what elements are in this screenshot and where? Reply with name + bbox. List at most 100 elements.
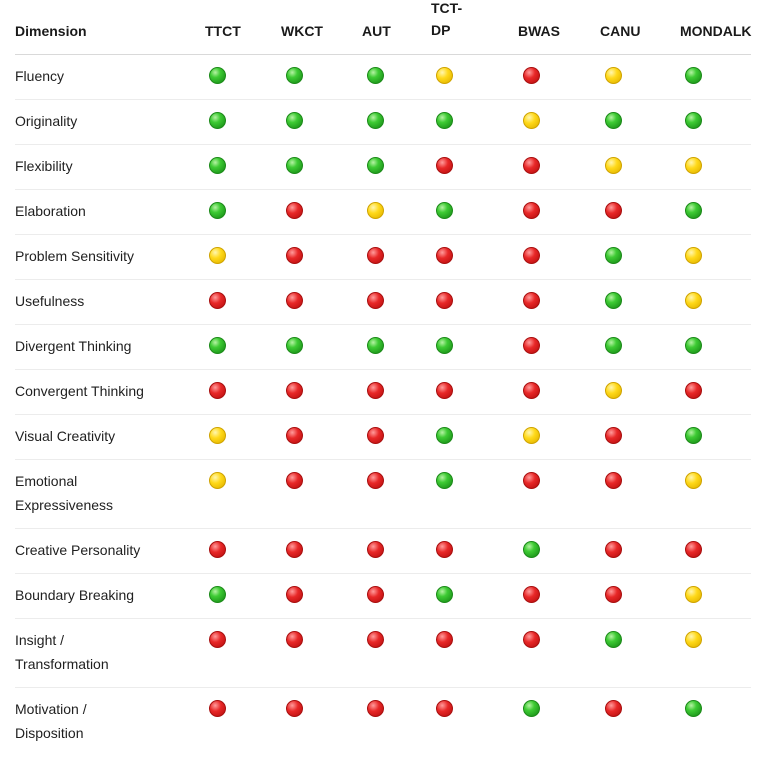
red-circle-icon — [286, 202, 303, 219]
green-circle-icon — [523, 700, 540, 717]
yellow-circle-icon — [209, 472, 226, 489]
green-circle-icon — [367, 337, 384, 354]
green-circle-icon — [685, 427, 702, 444]
header-column: WKCT — [281, 23, 323, 39]
red-circle-icon — [685, 541, 702, 558]
green-circle-icon — [209, 202, 226, 219]
table-row: Boundary Breaking — [15, 573, 751, 619]
green-circle-icon — [209, 586, 226, 603]
yellow-circle-icon — [209, 247, 226, 264]
yellow-circle-icon — [605, 157, 622, 174]
dimension-label: Originality — [15, 113, 78, 129]
header-column: TTCT — [205, 23, 241, 39]
red-circle-icon — [436, 247, 453, 264]
green-circle-icon — [605, 337, 622, 354]
yellow-circle-icon — [685, 631, 702, 648]
green-circle-icon — [209, 337, 226, 354]
dimension-label: Visual Creativity — [15, 428, 116, 444]
red-circle-icon — [209, 541, 226, 558]
red-circle-icon — [523, 337, 540, 354]
green-circle-icon — [685, 202, 702, 219]
red-circle-icon — [685, 382, 702, 399]
green-circle-icon — [523, 541, 540, 558]
green-circle-icon — [286, 112, 303, 129]
dimension-label: Creative Personality — [15, 542, 141, 558]
red-circle-icon — [286, 541, 303, 558]
red-circle-icon — [523, 67, 540, 84]
red-circle-icon — [523, 292, 540, 309]
green-circle-icon — [209, 112, 226, 129]
red-circle-icon — [523, 382, 540, 399]
green-circle-icon — [436, 472, 453, 489]
red-circle-icon — [286, 472, 303, 489]
green-circle-icon — [605, 292, 622, 309]
green-circle-icon — [286, 337, 303, 354]
red-circle-icon — [605, 586, 622, 603]
red-circle-icon — [367, 541, 384, 558]
dimension-label: Divergent Thinking — [15, 338, 132, 354]
table-row: Insight / Transformation — [15, 618, 751, 688]
yellow-circle-icon — [605, 382, 622, 399]
red-circle-icon — [367, 586, 384, 603]
header-dimension: Dimension — [15, 23, 87, 39]
red-circle-icon — [436, 292, 453, 309]
table-row: Emotional Expressiveness — [15, 459, 751, 529]
red-circle-icon — [523, 202, 540, 219]
table-row: Usefulness — [15, 279, 751, 325]
red-circle-icon — [523, 157, 540, 174]
header-column: BWAS — [518, 23, 560, 39]
green-circle-icon — [367, 157, 384, 174]
green-circle-icon — [685, 700, 702, 717]
dimension-label: Convergent Thinking — [15, 383, 144, 399]
dimension-label: Insight / Transformation — [15, 632, 109, 672]
dimension-label: Usefulness — [15, 293, 85, 309]
table-row: Divergent Thinking — [15, 324, 751, 370]
red-circle-icon — [209, 700, 226, 717]
yellow-circle-icon — [523, 112, 540, 129]
dimension-label: Flexibility — [15, 158, 73, 174]
table-row: Flexibility — [15, 144, 751, 190]
header-column: MONDALK — [680, 23, 752, 39]
red-circle-icon — [605, 472, 622, 489]
green-circle-icon — [286, 157, 303, 174]
header-column: CANU — [600, 23, 641, 39]
green-circle-icon — [209, 157, 226, 174]
yellow-circle-icon — [685, 586, 702, 603]
green-circle-icon — [605, 247, 622, 264]
dimension-label: Emotional Expressiveness — [15, 473, 114, 513]
table-row: Motivation / Disposition — [15, 687, 751, 756]
red-circle-icon — [286, 247, 303, 264]
dimension-label: Problem Sensitivity — [15, 248, 135, 264]
red-circle-icon — [286, 382, 303, 399]
red-circle-icon — [286, 631, 303, 648]
red-circle-icon — [436, 382, 453, 399]
green-circle-icon — [367, 112, 384, 129]
green-circle-icon — [436, 337, 453, 354]
red-circle-icon — [286, 427, 303, 444]
red-circle-icon — [286, 586, 303, 603]
table-row: Originality — [15, 99, 751, 145]
red-circle-icon — [436, 700, 453, 717]
yellow-circle-icon — [605, 67, 622, 84]
green-circle-icon — [605, 631, 622, 648]
table-header: Dimension TTCT WKCT AUT TCT- DP BWAS CANU MONDA… — [15, 0, 752, 55]
dimension-label: Fluency — [15, 68, 65, 84]
table-row: Elaboration — [15, 189, 751, 235]
red-circle-icon — [367, 700, 384, 717]
green-circle-icon — [436, 112, 453, 129]
green-circle-icon — [436, 586, 453, 603]
green-circle-icon — [685, 67, 702, 84]
yellow-circle-icon — [523, 427, 540, 444]
yellow-circle-icon — [367, 202, 384, 219]
red-circle-icon — [209, 292, 226, 309]
red-circle-icon — [523, 586, 540, 603]
green-circle-icon — [436, 427, 453, 444]
table-row: Convergent Thinking — [15, 369, 751, 415]
yellow-circle-icon — [209, 427, 226, 444]
red-circle-icon — [523, 631, 540, 648]
red-circle-icon — [605, 202, 622, 219]
header-column: TCT- DP — [431, 0, 463, 38]
red-circle-icon — [367, 427, 384, 444]
red-circle-icon — [367, 472, 384, 489]
